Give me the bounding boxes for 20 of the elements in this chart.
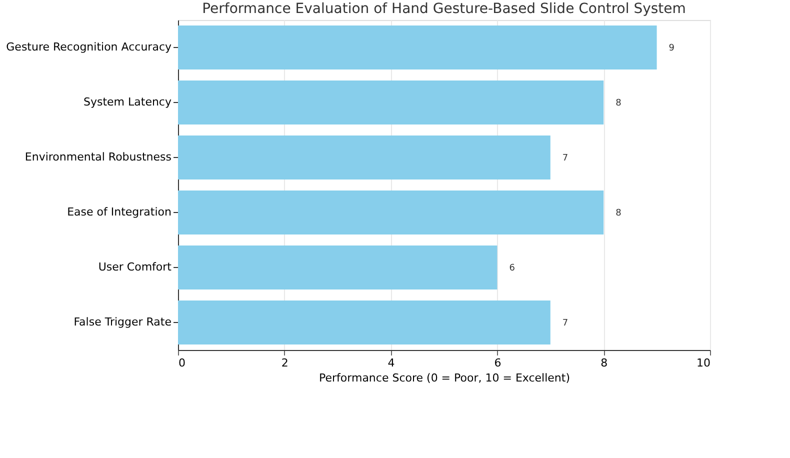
y-tick-label: Environmental Robustness (24, 150, 172, 164)
x-tick-label: 0 (178, 356, 186, 370)
x-tick-label: 8 (600, 356, 608, 370)
data-label: 6 (509, 264, 516, 274)
data-label: 8 (616, 208, 622, 218)
x-tick-label: 4 (388, 356, 395, 370)
chart-title: Performance Evaluation of Hand Gesture-Based Slide Control System (202, 1, 686, 17)
x-tick-label: 10 (696, 356, 710, 370)
y-tick-label: System Latency (84, 96, 172, 108)
x-axis-title: Performance Score (0 = Poor, 10 = Excellent) (319, 372, 570, 384)
data-label: 7 (562, 318, 568, 328)
data-label: 7 (562, 154, 568, 164)
y-tick-label: Gesture Recognition Accuracy (6, 40, 172, 54)
y-tick-label: Ease of Integration (67, 206, 172, 218)
y-tick-label: User Comfort (98, 260, 172, 274)
y-tick-label: False Trigger Rate (74, 316, 172, 328)
x-tick-label: 2 (281, 356, 288, 370)
data-label: 9 (668, 44, 675, 54)
data-label: 8 (616, 98, 622, 108)
x-tick-label: 6 (494, 356, 502, 370)
